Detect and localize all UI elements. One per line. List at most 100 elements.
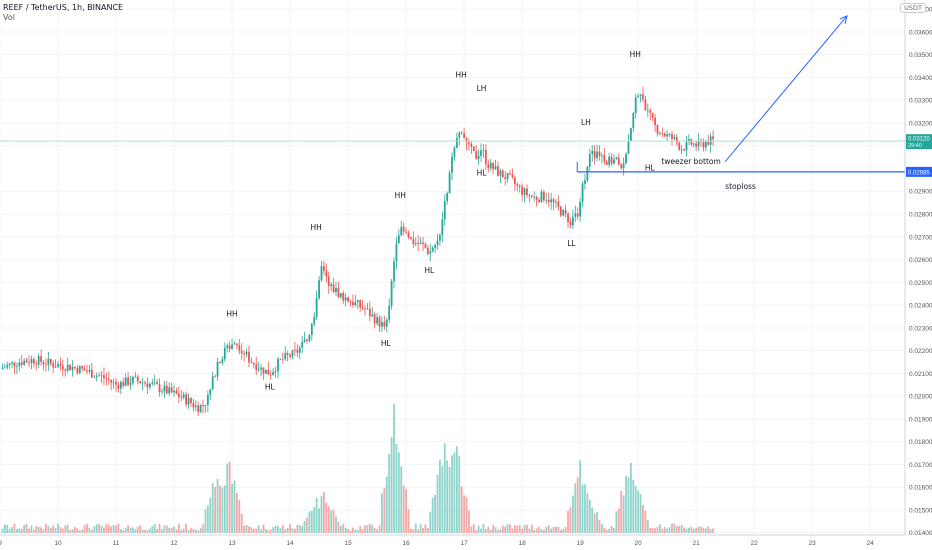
candle-body: [581, 183, 584, 202]
candle-body: [654, 117, 656, 126]
volume-bar: [30, 525, 33, 533]
candle-body: [482, 150, 485, 151]
volume-bar: [42, 529, 45, 533]
candle-body: [407, 232, 410, 238]
candle-body: [627, 140, 630, 154]
candle-body: [637, 95, 640, 98]
volume-bar: [231, 484, 233, 533]
candle-body: [90, 369, 93, 378]
volume-bar: [112, 525, 115, 533]
volume-bar: [69, 530, 71, 533]
candle-body: [642, 94, 644, 100]
candle-body: [57, 364, 59, 368]
candle-body: [359, 300, 362, 308]
candle-body: [712, 136, 714, 140]
annotation-label: HL: [645, 164, 656, 173]
volume-bar: [598, 519, 601, 533]
volume-bar: [472, 523, 475, 533]
volume-bar: [59, 527, 62, 533]
volume-bar: [700, 526, 702, 533]
candle-body: [272, 371, 275, 376]
candle-body: [356, 300, 359, 303]
volume-bar: [18, 528, 21, 533]
candle-body: [301, 342, 304, 348]
candle-body: [620, 164, 623, 169]
candle-body: [260, 367, 262, 370]
volume-bar: [153, 523, 156, 533]
volume-bar: [494, 527, 497, 533]
volume-bar: [197, 530, 200, 533]
currency-button[interactable]: USDT: [900, 3, 926, 13]
candle-body: [625, 153, 627, 164]
volume-bar: [95, 524, 98, 533]
volume-bar: [542, 529, 545, 533]
volume-bar: [482, 523, 485, 533]
candle-body: [383, 322, 386, 327]
stoploss-tag: [906, 166, 932, 177]
symbol-title[interactable]: REEF / TetherUS, 1h, BINANCE: [3, 3, 124, 12]
volume-bar: [528, 528, 531, 533]
volume-bar: [337, 521, 340, 533]
annotation-label: HH: [311, 223, 322, 232]
volume-bar: [49, 527, 52, 533]
volume-bar: [32, 529, 35, 533]
candle-body: [235, 343, 238, 346]
candle-body: [296, 349, 299, 353]
candle-body: [591, 150, 594, 155]
volume-bar: [596, 511, 598, 533]
candle-body: [352, 301, 354, 306]
volume-bar: [712, 528, 714, 533]
y-tick-label: 0.03400: [909, 75, 932, 82]
candle-body: [663, 133, 666, 137]
volume-bar: [453, 452, 456, 533]
x-tick-label: 20: [635, 540, 643, 547]
candle-body: [306, 339, 308, 342]
volume-bar: [110, 526, 113, 533]
candle-body: [400, 226, 403, 236]
volume-indicator-label[interactable]: Vol: [3, 13, 15, 22]
candle-body: [93, 377, 96, 378]
volume-bar: [480, 528, 482, 533]
candle-body: [291, 349, 294, 357]
candle-body: [586, 166, 589, 181]
candle-body: [368, 308, 371, 317]
volume-bar: [141, 529, 144, 533]
candle-body: [702, 141, 705, 148]
x-tick-label: 13: [228, 540, 236, 547]
candle-body: [105, 378, 108, 380]
volume-bar: [88, 527, 91, 533]
volume-bar: [107, 524, 110, 533]
x-tick-label: 17: [460, 540, 468, 547]
volume-bar: [673, 523, 676, 533]
candle-body: [649, 110, 652, 113]
candle-body: [596, 151, 598, 159]
volume-bar: [383, 488, 386, 533]
volume-bar: [173, 526, 175, 533]
volume-bar: [579, 460, 582, 533]
candle-body: [393, 261, 395, 282]
volume-bar: [574, 483, 577, 533]
candle-body: [45, 364, 47, 366]
candle-body: [332, 284, 335, 293]
candle-body: [148, 383, 151, 388]
volume-bar: [504, 526, 507, 533]
stoploss-price-label: 0.02985: [908, 170, 930, 176]
candle-body: [576, 213, 579, 217]
candle-body: [470, 144, 473, 147]
volume-bar: [576, 477, 579, 533]
volume-bar: [632, 479, 635, 533]
volume-bar: [144, 530, 146, 533]
volume-bar: [219, 485, 221, 533]
volume-bar: [274, 525, 277, 533]
candle-body: [492, 162, 495, 170]
candle-body: [78, 366, 81, 374]
volume-bar: [180, 529, 183, 533]
candle-body: [675, 137, 678, 144]
candle-body: [378, 317, 381, 327]
candle-body: [202, 404, 204, 406]
volume-bar: [335, 516, 337, 533]
volume-bar: [649, 527, 652, 533]
candle-body: [279, 358, 282, 360]
volume-bar: [23, 525, 26, 533]
